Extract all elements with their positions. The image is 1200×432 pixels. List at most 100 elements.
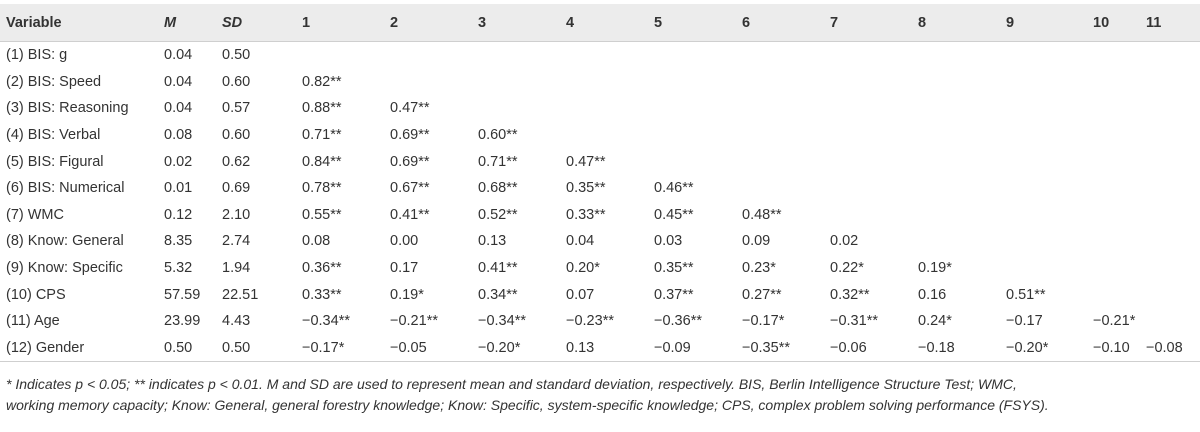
table-cell (830, 175, 918, 202)
table-cell (918, 228, 1006, 255)
row-variable-label: (7) WMC (6, 206, 64, 223)
table-cell: 5.32 (164, 260, 193, 277)
table-cell (1093, 122, 1146, 149)
table-cell: 0.69** (390, 153, 430, 170)
table-cell (566, 69, 654, 96)
table-cell: 0.60 (222, 127, 251, 144)
table-cell: 4.43 (222, 313, 251, 330)
table-cell: 0.19* (918, 260, 952, 277)
table-cell: 8.35 (164, 233, 193, 250)
row-variable-label: (5) BIS: Figural (6, 153, 104, 170)
table-cell (1006, 122, 1093, 149)
table-cell (742, 69, 830, 96)
row-variable-label: (12) Gender (0, 334, 164, 363)
table-cell: 0.37** (654, 286, 694, 303)
table-row: (8) Know: General 8.35 2.74 0.08 0.00 0.13 0.0… (0, 228, 1200, 255)
table-row: (9) Know: Specific 5.32 1.94 0.36** 0.17 0.41… (0, 255, 1200, 282)
table-cell: 0.13 (566, 334, 654, 363)
table-cell (918, 148, 1006, 175)
table-cell (1093, 175, 1146, 202)
table-cell: 0.33** (302, 286, 342, 303)
table-cell: 0.88** (302, 100, 342, 117)
column-header-6: 6 (742, 4, 830, 42)
table-cell (654, 95, 742, 122)
table-cell: 0.69 (222, 180, 251, 197)
column-header-8: 8 (918, 4, 1006, 42)
table-cell (830, 95, 918, 122)
table-row: (5) BIS: Figural 0.02 0.62 0.84** 0.69** 0.71… (0, 148, 1200, 175)
column-header-11: 11 (1146, 4, 1200, 42)
table-cell (1146, 281, 1200, 308)
table-cell: 0.68** (478, 180, 518, 197)
table-cell: −0.21** (390, 313, 438, 330)
column-header-sd: SD (222, 4, 302, 42)
correlation-table: Variable M SD 1 2 3 4 5 6 7 8 9 10 11 (1) BIS: g 0.04 0… (0, 4, 1200, 363)
table-cell: 0.69** (390, 127, 430, 144)
table-cell (918, 202, 1006, 229)
table-cell: 0.62 (222, 153, 251, 170)
table-cell: 0.50 (164, 334, 222, 363)
column-header-2: 2 (390, 4, 478, 42)
table-cell: −0.05 (390, 334, 478, 363)
table-cell: −0.31** (830, 313, 878, 330)
table-cell: 0.13 (478, 233, 507, 250)
column-header-9: 9 (1006, 4, 1093, 42)
table-cell: −0.17* (302, 334, 390, 363)
table-cell: −0.35** (742, 334, 830, 363)
table-cell: −0.08 (1146, 334, 1200, 363)
table-cell: −0.34** (478, 313, 526, 330)
table-cell: 0.04 (164, 73, 193, 90)
table-cell: 23.99 (164, 313, 201, 330)
row-variable-label: (4) BIS: Verbal (6, 127, 101, 144)
table-cell: 0.67** (390, 180, 430, 197)
table-cell: 0.60** (478, 127, 518, 144)
table-cell: −0.17* (742, 313, 785, 330)
table-cell: 0.09 (742, 233, 771, 250)
column-header-variable: Variable (0, 4, 164, 42)
column-header-10: 10 (1093, 4, 1146, 42)
row-variable-label: (8) Know: General (6, 233, 124, 250)
table-cell: −0.10 (1093, 334, 1146, 363)
table-cell: 0.12 (164, 206, 193, 223)
table-cell (1006, 148, 1093, 175)
table-cell (654, 69, 742, 96)
table-cell: 0.02 (830, 233, 859, 250)
table-cell (1146, 175, 1200, 202)
table-cell: 0.24* (918, 313, 952, 330)
table-cell (830, 202, 918, 229)
table-cell: 0.35** (566, 180, 606, 197)
table-cell (1146, 148, 1200, 175)
table-cell: 0.02 (164, 153, 193, 170)
table-cell: −0.17 (1006, 313, 1043, 330)
table-cell (830, 42, 918, 69)
table-cell: 0.07 (566, 286, 595, 303)
table-cell: 0.19* (390, 286, 424, 303)
table-cell (654, 42, 742, 69)
table-cell (1006, 228, 1093, 255)
table-cell (1146, 202, 1200, 229)
table-cell: 0.35** (654, 260, 694, 277)
table-cell: −0.09 (654, 334, 742, 363)
table-cell: −0.21* (1093, 313, 1136, 330)
table-cell: 0.33** (566, 206, 606, 223)
table-cell: 0.41** (390, 206, 430, 223)
table-cell: −0.23** (566, 313, 614, 330)
table-cell (918, 95, 1006, 122)
table-cell: 0.51** (1006, 286, 1046, 303)
row-variable-label: (10) CPS (6, 286, 66, 303)
table-cell: 0.36** (302, 260, 342, 277)
column-header-1: 1 (302, 4, 390, 42)
table-cell: 0.04 (164, 47, 193, 64)
table-cell: 0.08 (302, 233, 331, 250)
table-body: (1) BIS: g 0.04 0.50 (2) BIS: Speed 0.04 0.60… (0, 42, 1200, 363)
table-cell (566, 95, 654, 122)
table-cell (1146, 228, 1200, 255)
column-header-3: 3 (478, 4, 566, 42)
table-cell (1146, 42, 1200, 69)
table-cell: 0.50 (222, 47, 251, 64)
table-cell: 2.74 (222, 233, 251, 250)
table-row: (4) BIS: Verbal 0.08 0.60 0.71** 0.69** 0.60*… (0, 122, 1200, 149)
table-cell (830, 148, 918, 175)
table-cell: 0.00 (390, 233, 419, 250)
table-cell: 0.71** (478, 153, 518, 170)
